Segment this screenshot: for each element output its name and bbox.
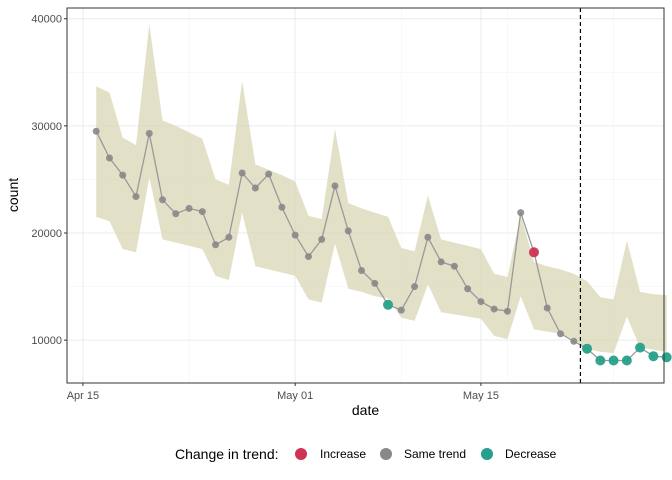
data-point-decrease — [608, 355, 619, 366]
data-point-same-trend — [397, 306, 405, 314]
data-point-same-trend — [105, 154, 113, 162]
y-tick-label: 40000 — [31, 14, 62, 26]
data-point-decrease — [383, 299, 394, 310]
x-tick-label: May 15 — [463, 390, 499, 402]
data-point-same-trend — [265, 170, 273, 178]
data-point-decrease — [582, 343, 593, 354]
data-point-same-trend — [517, 209, 525, 217]
data-point-same-trend — [318, 235, 326, 243]
data-point-same-trend — [450, 262, 458, 270]
data-point-same-trend — [437, 258, 445, 266]
legend-title: Change in trend: — [175, 446, 279, 462]
data-point-same-trend — [278, 203, 286, 211]
data-point-same-trend — [543, 304, 551, 312]
x-tick-label: Apr 15 — [67, 390, 99, 402]
data-point-same-trend — [145, 129, 153, 137]
legend-key-decrease — [481, 448, 493, 460]
data-point-same-trend — [424, 233, 432, 241]
data-point-same-trend — [159, 196, 167, 204]
data-point-same-trend — [225, 233, 233, 241]
x-axis-title: date — [352, 402, 379, 418]
data-point-same-trend — [172, 210, 180, 218]
y-tick-label: 20000 — [31, 228, 62, 240]
legend-label-decrease: Decrease — [505, 447, 557, 461]
x-tick-label: May 01 — [277, 390, 313, 402]
y-tick-label: 30000 — [31, 121, 62, 133]
data-point-same-trend — [358, 267, 366, 274]
y-axis: 10000 20000 30000 40000 — [31, 14, 67, 347]
data-points — [92, 127, 672, 366]
data-point-same-trend — [570, 337, 578, 345]
data-point-same-trend — [557, 330, 565, 338]
legend-label-increase: Increase — [320, 447, 366, 461]
data-point-same-trend — [119, 171, 127, 179]
data-point-same-trend — [371, 279, 379, 287]
data-point-same-trend — [212, 241, 220, 249]
data-point-decrease — [635, 342, 646, 353]
data-point-decrease — [595, 355, 606, 366]
data-point-decrease — [621, 355, 632, 366]
confidence-band — [96, 24, 667, 353]
legend-key-increase — [295, 448, 307, 460]
panel-border — [66, 7, 665, 384]
data-point-same-trend — [304, 253, 312, 261]
data-point-same-trend — [198, 208, 206, 216]
data-point-same-trend — [331, 182, 339, 190]
data-point-same-trend — [503, 307, 511, 315]
data-point-same-trend — [291, 231, 299, 239]
data-point-same-trend — [132, 193, 140, 201]
data-point-decrease — [661, 352, 672, 363]
x-axis: Apr 15 May 01 May 15 — [67, 383, 499, 402]
data-point-same-trend — [185, 204, 193, 212]
data-point-decrease — [648, 351, 659, 362]
data-point-same-trend — [411, 283, 419, 291]
y-tick-label: 10000 — [31, 335, 62, 347]
data-point-same-trend — [490, 305, 498, 313]
legend-key-same-trend — [380, 448, 392, 460]
y-axis-title: count — [5, 178, 21, 212]
data-point-same-trend — [344, 227, 352, 235]
legend-label-same-trend: Same trend — [404, 447, 466, 461]
confidence-ribbon — [96, 24, 667, 353]
data-point-increase — [528, 247, 539, 258]
legend: Change in trend: Increase Same trend Dec… — [175, 446, 557, 462]
data-point-same-trend — [477, 298, 485, 306]
data-point-same-trend — [238, 169, 246, 177]
data-point-same-trend — [251, 184, 259, 192]
data-point-same-trend — [464, 285, 472, 293]
data-point-same-trend — [92, 127, 100, 135]
